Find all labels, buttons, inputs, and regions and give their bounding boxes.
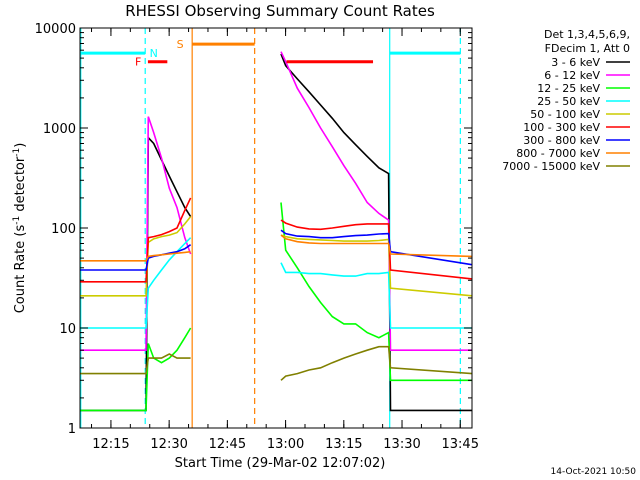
legend-label-0: 3 - 6 keV bbox=[551, 56, 600, 69]
legend-label-4: 50 - 100 keV bbox=[530, 108, 600, 121]
legend-label-2: 12 - 25 keV bbox=[537, 82, 600, 95]
y-tick-label-2: 100 bbox=[51, 222, 76, 237]
legend-label-8: 7000 - 15000 keV bbox=[502, 160, 600, 173]
x-tick-label-6: 13:45 bbox=[442, 437, 479, 452]
y-axis-label-sup1: -1 bbox=[12, 216, 22, 225]
y-axis-label: Count Rate (s-1 detector-1) bbox=[12, 143, 28, 314]
legend-header-2: FDecim 1, Att 0 bbox=[545, 42, 630, 55]
flag-label-1: F bbox=[135, 56, 141, 69]
y-axis-label-main: Count Rate (s bbox=[13, 225, 28, 314]
y-axis-label-mid: detector bbox=[13, 156, 28, 216]
series-line-7 bbox=[80, 234, 473, 262]
axis-marks: 1 10 100 1000 10000 12:15 12:30 12:45 13:00 13:15… bbox=[35, 22, 479, 452]
flag-label-2: S bbox=[177, 38, 184, 51]
legend-label-5: 100 - 300 keV bbox=[523, 121, 600, 134]
series-line-0 bbox=[80, 53, 472, 412]
x-tick-label-0: 12:15 bbox=[92, 437, 129, 452]
legend-header-1: Det 1,3,4,5,6,9, bbox=[544, 28, 630, 41]
y-tick-label-0: 1 bbox=[68, 422, 76, 437]
footer-date: 14-Oct-2021 10:50 bbox=[551, 467, 637, 477]
x-tick-label-5: 13:30 bbox=[383, 437, 420, 452]
series-line-2 bbox=[80, 202, 472, 412]
y-tick-label-1: 10 bbox=[59, 322, 76, 337]
series-line-4 bbox=[80, 216, 473, 297]
series-line-3 bbox=[80, 237, 472, 329]
chart-title: RHESSI Observing Summary Count Rates bbox=[125, 2, 435, 20]
legend-label-3: 25 - 50 keV bbox=[537, 95, 600, 108]
x-tick-label-3: 13:00 bbox=[267, 437, 304, 452]
series-line-6 bbox=[80, 229, 473, 271]
flag-label-0: N bbox=[150, 47, 158, 60]
y-tick-label-4: 10000 bbox=[35, 22, 76, 37]
x-tick-label-4: 13:15 bbox=[325, 437, 362, 452]
legend-label-6: 300 - 800 keV bbox=[523, 134, 600, 147]
x-tick-label-1: 12:30 bbox=[150, 437, 187, 452]
y-axis-label-sup2: -1 bbox=[12, 148, 22, 157]
legend-label-7: 800 - 7000 keV bbox=[516, 147, 600, 160]
series-line-8 bbox=[80, 345, 473, 381]
plot-frame bbox=[79, 27, 473, 429]
plot-marks: NF S bbox=[80, 28, 473, 428]
x-axis-label: Start Time (29-Mar-02 12:07:02) bbox=[175, 456, 386, 471]
series-line-1 bbox=[80, 51, 472, 351]
legend-label-1: 6 - 12 keV bbox=[544, 69, 600, 82]
y-axis-label-end: ) bbox=[13, 143, 28, 148]
x-tick-label-2: 12:45 bbox=[209, 437, 246, 452]
y-tick-label-3: 1000 bbox=[43, 122, 76, 137]
